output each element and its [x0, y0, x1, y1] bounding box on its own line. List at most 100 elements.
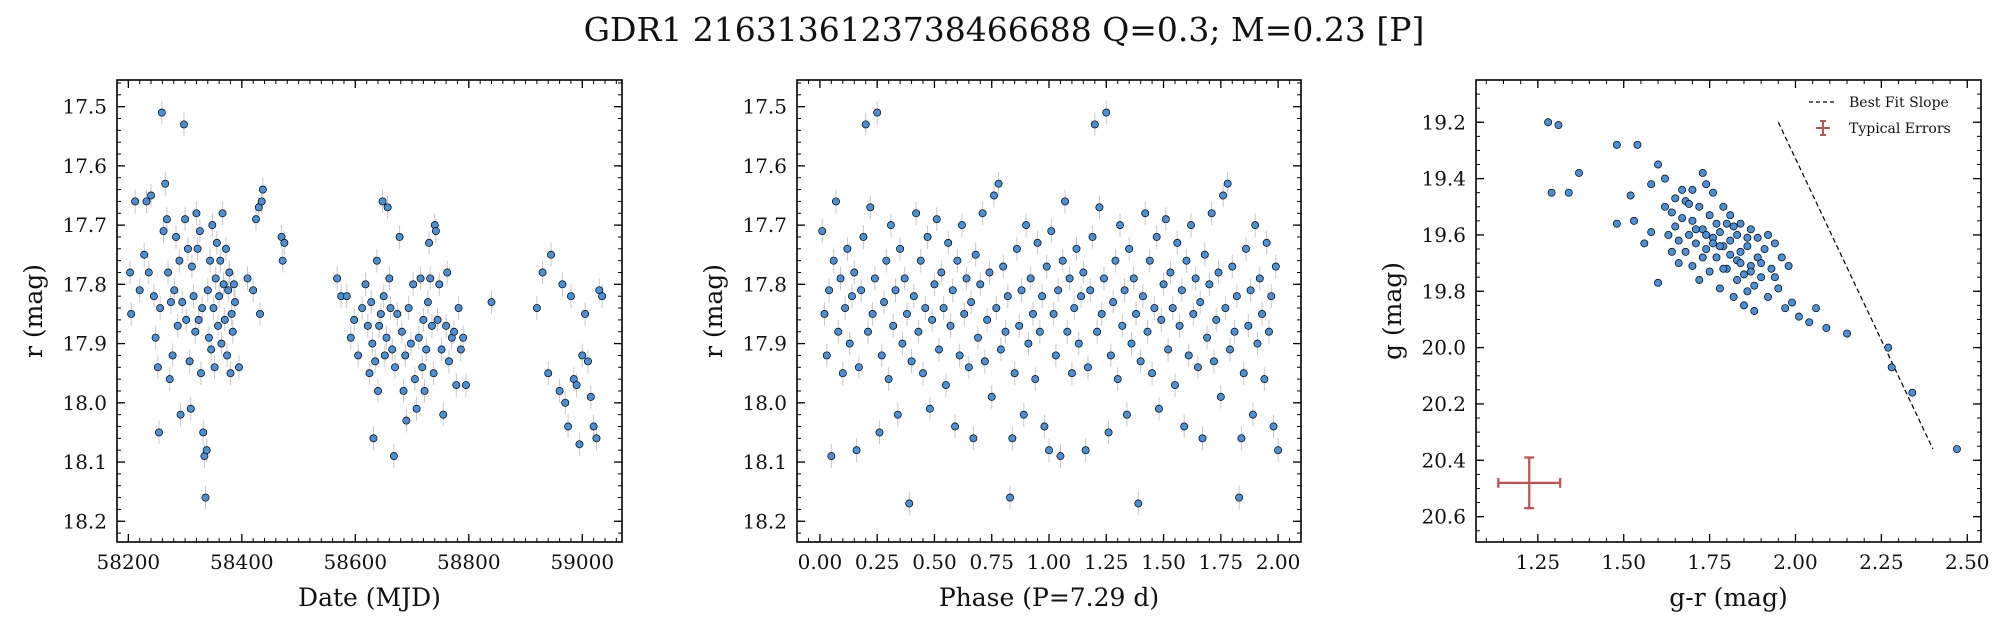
data-point: [219, 280, 228, 289]
data-point: [1695, 202, 1704, 211]
ticks: [1476, 79, 1981, 542]
data-point: [1056, 452, 1065, 461]
data-point: [1113, 375, 1122, 384]
data-point: [852, 446, 861, 455]
data-point: [199, 428, 208, 437]
data-point: [1695, 276, 1704, 284]
data-point: [176, 410, 185, 419]
data-point: [410, 375, 419, 384]
data-point: [1667, 247, 1676, 256]
data-point: [584, 357, 592, 366]
data-point: [1767, 264, 1776, 273]
data-point: [1750, 307, 1759, 315]
data-point: [1269, 422, 1278, 431]
x-tick-label: 2.00: [1256, 550, 1301, 574]
figure-title: GDR1 2163136123738466688 Q=0.3; M=0.23 […: [583, 10, 1425, 49]
data-point: [1757, 273, 1766, 282]
data-point: [893, 410, 902, 419]
data-point: [1681, 247, 1690, 256]
data-point: [555, 387, 564, 395]
data-point: [333, 274, 342, 283]
data-point: [923, 233, 932, 241]
x-tick-label: 1.75: [1687, 550, 1732, 574]
data-point: [1671, 222, 1680, 231]
data-point: [1753, 253, 1762, 262]
data-point: [873, 108, 882, 117]
data-point: [380, 351, 389, 360]
data-point: [1750, 281, 1759, 290]
data-point: [1743, 233, 1752, 242]
data-point: [1065, 274, 1074, 283]
data-point: [223, 351, 232, 360]
data-point: [1116, 221, 1124, 230]
data-point: [866, 203, 875, 212]
data-point: [957, 221, 966, 230]
data-point: [375, 321, 384, 330]
data-point: [208, 221, 217, 230]
data-point: [1698, 169, 1707, 177]
x-tick-label: 1.50: [1601, 550, 1646, 574]
panel-2: 0.00 0.25 0.50 0.75 1.00 1.25 1.50 1.75 2.00 17.5…: [699, 79, 1302, 612]
data-point: [207, 345, 216, 354]
ticks: [796, 80, 1302, 542]
data-point: [944, 238, 953, 247]
data-point: [1175, 321, 1184, 330]
data-point: [1253, 339, 1262, 348]
data-point: [1702, 230, 1711, 239]
data-point: [870, 274, 879, 283]
data-point: [215, 292, 224, 301]
data-point: [406, 339, 415, 348]
data-point: [386, 304, 395, 312]
y-tick-label: 17.5: [62, 95, 107, 119]
data-point: [409, 280, 418, 289]
x-tick-label: 59000: [550, 550, 614, 574]
plot-frame: [1475, 79, 1982, 543]
data-point: [1246, 286, 1255, 295]
data-point: [372, 256, 381, 265]
data-point: [382, 333, 391, 342]
data-point: [439, 410, 448, 419]
data-point: [990, 191, 998, 200]
data-point: [1705, 267, 1714, 276]
data-point: [404, 304, 413, 312]
data-point: [221, 244, 230, 253]
data-point: [1264, 327, 1273, 336]
data-point: [395, 233, 404, 241]
data-point: [971, 250, 980, 259]
data-point: [1770, 239, 1779, 248]
data-point: [1554, 121, 1563, 130]
data-point: [1678, 214, 1687, 222]
data-point: [861, 120, 870, 129]
data-point: [1674, 236, 1683, 245]
data-point: [211, 274, 220, 283]
data-point: [1805, 318, 1814, 327]
data-point: [1237, 434, 1246, 443]
data-point: [1660, 174, 1669, 183]
x-tick-label: 0.75: [969, 550, 1014, 574]
data-point: [1743, 242, 1752, 251]
x-tick-label: 0.50: [912, 550, 957, 574]
data-point: [857, 286, 866, 295]
data-point: [1544, 118, 1553, 127]
panel-3: 1.25 1.50 1.75 2.00 2.25 2.50 19.2 19.4 19.6 19.8…: [1378, 79, 1990, 612]
data-point: [420, 387, 429, 395]
data-point: [1150, 304, 1159, 312]
data-point: [416, 274, 425, 283]
data-point: [1612, 140, 1621, 149]
data-point: [836, 274, 845, 283]
data-point: [1691, 239, 1700, 248]
data-point: [1127, 339, 1136, 348]
data-point: [1688, 261, 1697, 270]
data-point: [189, 292, 198, 301]
y-tick-label: 18.2: [742, 509, 787, 533]
data-point: [1120, 286, 1129, 295]
data-point: [1702, 180, 1711, 189]
data-point: [1221, 304, 1230, 312]
data-point: [165, 375, 174, 384]
data-point: [180, 120, 188, 129]
data-point: [1090, 120, 1099, 129]
data-point: [1764, 230, 1772, 239]
data-point: [229, 280, 238, 289]
data-point: [164, 268, 173, 277]
